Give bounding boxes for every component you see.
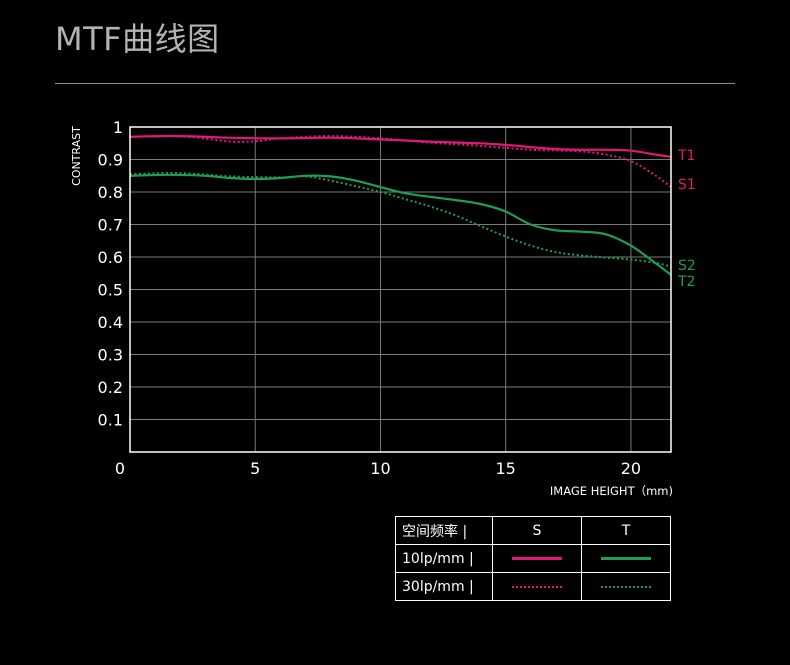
y-tick-label: 0.3 xyxy=(98,346,123,365)
series-line-s1 xyxy=(129,134,672,188)
x-tick-label: 10 xyxy=(370,459,390,478)
x-tick-label: 15 xyxy=(496,459,516,478)
page-title: MTF曲线图 xyxy=(55,20,220,58)
legend-row-30lp: 30lp/mm | xyxy=(395,572,671,601)
y-tick-label: 0.4 xyxy=(98,313,123,332)
y-tick-label: 0.1 xyxy=(98,411,123,430)
legend-swatch-cell xyxy=(581,544,671,573)
x-tick-labels: 0 5 10 15 20 xyxy=(115,459,641,478)
series-line-s2 xyxy=(129,173,672,276)
y-tick-label: 0.6 xyxy=(98,248,123,267)
y-axis-label: CONTRAST xyxy=(70,126,83,186)
legend-header-row: 空间频率 | S T xyxy=(395,516,671,545)
legend-swatch-cell xyxy=(581,572,671,601)
x-tick-label: 5 xyxy=(250,459,260,478)
x-tick-label: 20 xyxy=(621,459,641,478)
y-tick-label: 0.8 xyxy=(98,183,123,202)
title-divider xyxy=(55,83,735,84)
legend-swatch-cell xyxy=(492,572,582,601)
legend-col-s-header: S xyxy=(492,516,582,545)
y-tick-label: 0.9 xyxy=(98,151,123,170)
y-tick-labels: 1 0.9 0.8 0.7 0.6 0.5 0.4 0.3 0.2 0.1 xyxy=(98,118,123,430)
legend-s-solid-swatch xyxy=(512,557,562,560)
plot-frame xyxy=(129,126,672,453)
series-label-t2: T2 xyxy=(677,274,695,290)
y-tick-label: 0.2 xyxy=(98,378,123,397)
legend-t-dotted-swatch xyxy=(601,585,651,588)
legend-col-t-header: T xyxy=(581,516,671,545)
x-tick-label: 0 xyxy=(115,459,125,478)
x-axis-label: IMAGE HEIGHT（mm) xyxy=(550,484,673,498)
legend-t-solid-swatch xyxy=(601,557,651,560)
legend-row-label: 30lp/mm | xyxy=(395,572,493,601)
series-line-t2 xyxy=(129,172,672,268)
series-lines xyxy=(129,134,672,276)
legend-table: 空间频率 | S T 10lp/mm | 30lp/mm | xyxy=(395,516,671,601)
y-tick-label: 1 xyxy=(113,118,123,137)
y-tick-label: 0.7 xyxy=(98,216,123,235)
y-tick-label: 0.5 xyxy=(98,281,123,300)
legend-row-label: 10lp/mm | xyxy=(395,544,493,573)
legend-corner-header: 空间频率 | xyxy=(395,516,493,545)
series-line-t1 xyxy=(129,134,672,158)
legend-s-dotted-swatch xyxy=(512,585,562,588)
legend-swatch-cell xyxy=(492,544,582,573)
mtf-chart: 1 0.9 0.8 0.7 0.6 0.5 0.4 0.3 0.2 0.1 0 5 10 15 20 CO… xyxy=(70,118,696,498)
legend-row-10lp: 10lp/mm | xyxy=(395,544,671,573)
grid-lines xyxy=(130,127,671,452)
series-label-t1: T1 xyxy=(677,148,695,164)
series-label-s1: S1 xyxy=(678,177,696,193)
series-label-s2: S2 xyxy=(678,258,696,274)
